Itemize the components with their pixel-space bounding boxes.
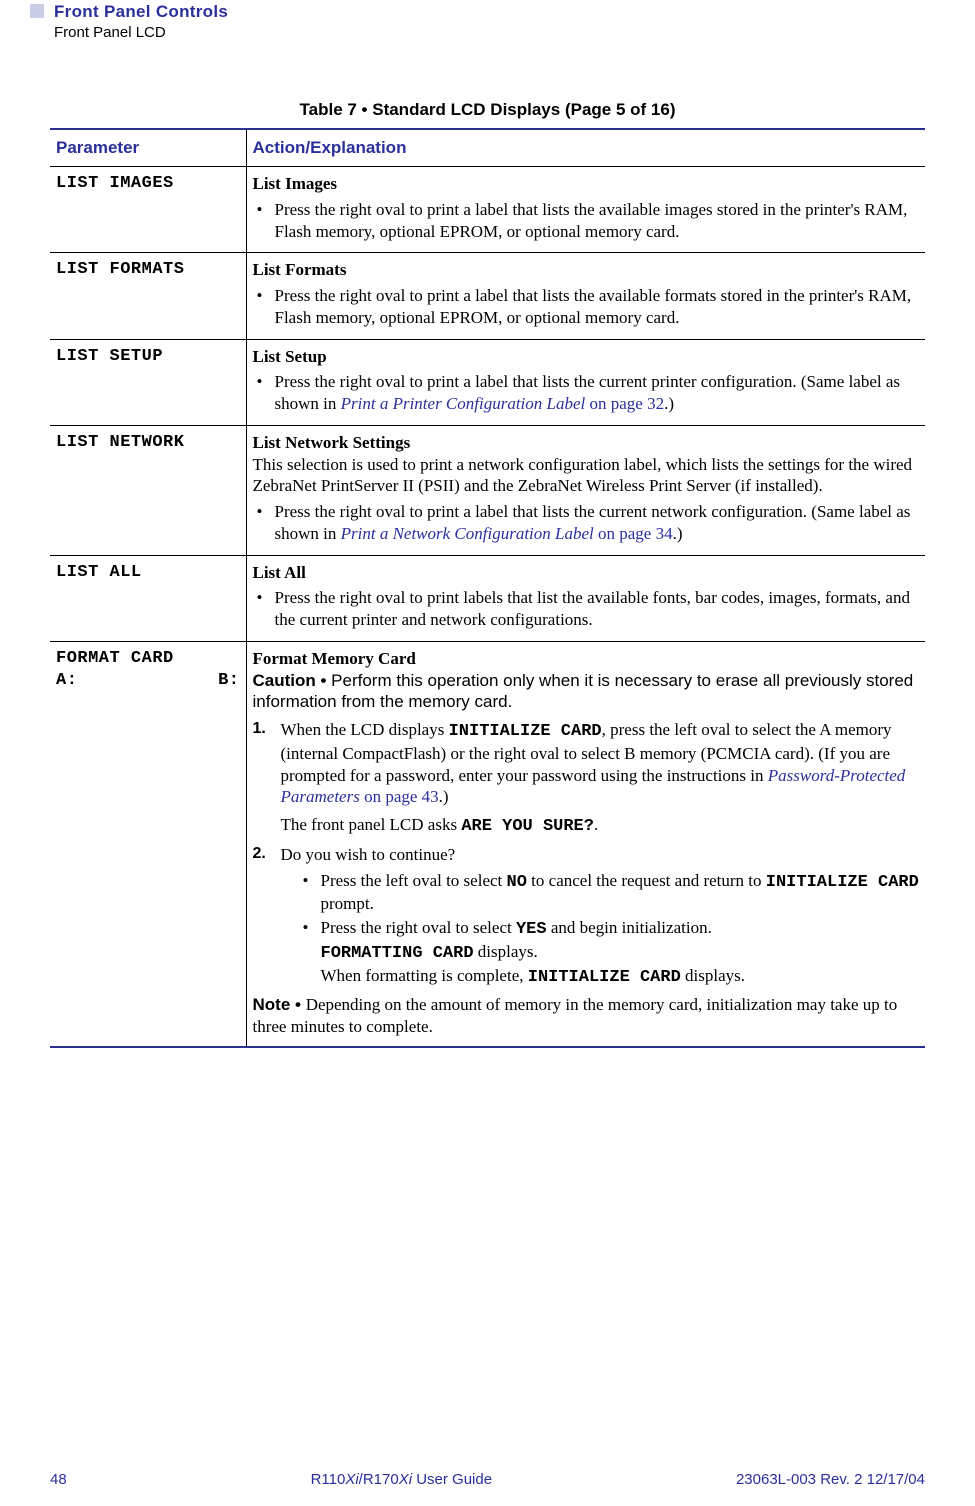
text-fragment: .) [664, 394, 674, 413]
text-fragment: to cancel the request and return to [527, 871, 766, 890]
header-accent-box [30, 4, 44, 18]
text-fragment: prompt. [321, 894, 374, 913]
page-header: Front Panel Controls Front Panel LCD [30, 0, 925, 42]
action-cell: List Setup Press the right oval to print… [246, 339, 925, 425]
param-a: A: [56, 670, 77, 692]
param-cell: LIST SETUP [50, 339, 246, 425]
action-cell: List All Press the right oval to print l… [246, 555, 925, 641]
cross-ref-link[interactable]: Print a Printer Configuration Label [341, 394, 586, 413]
table-caption: Table 7 • Standard LCD Displays (Page 5 … [50, 100, 925, 120]
numbered-list: 1. When the LCD displays INITIALIZE CARD… [253, 719, 920, 808]
bullet-item: Press the left oval to select NO to canc… [281, 870, 920, 916]
cross-ref-page[interactable]: on page 43 [360, 787, 439, 806]
table-row: LIST IMAGES List Images Press the right … [50, 167, 925, 253]
param-b: B: [218, 670, 239, 692]
text-italic: Xi [345, 1471, 358, 1488]
param-cell: LIST IMAGES [50, 167, 246, 253]
text-fragment: /R170 [359, 1471, 399, 1488]
lcd-text: INITIALIZE CARD [528, 968, 681, 987]
text-fragment: displays. [681, 966, 745, 985]
row-title: List Setup [253, 346, 920, 368]
param-cell: FORMAT CARD A: B: [50, 641, 246, 1047]
bullet-list: Press the right oval to print labels tha… [253, 587, 920, 631]
note-label: Note • [253, 995, 306, 1014]
lcd-text: ARE YOU SURE? [461, 817, 594, 836]
footer-center: R110Xi/R170Xi User Guide [67, 1471, 736, 1488]
list-step: 1. When the LCD displays INITIALIZE CARD… [253, 719, 920, 808]
row-title: List Network Settings [253, 432, 920, 454]
bullet-item: Press the right oval to select YES and b… [281, 917, 920, 988]
header-title: Front Panel Controls [54, 2, 228, 22]
param-cell: LIST NETWORK [50, 425, 246, 555]
bullet-item: Press the right oval to print a label th… [253, 371, 920, 415]
column-header-parameter: Parameter [50, 129, 246, 167]
param-line: FORMAT CARD [56, 648, 240, 670]
bullet-item: Press the right oval to print a label th… [253, 199, 920, 243]
lcd-text: YES [516, 920, 547, 939]
table-row: FORMAT CARD A: B: Format Memory Card Cau… [50, 641, 925, 1047]
step-number: 1. [253, 719, 266, 739]
table-row: LIST SETUP List Setup Press the right ov… [50, 339, 925, 425]
action-cell: Format Memory Card Caution • Perform thi… [246, 641, 925, 1047]
row-description: This selection is used to print a networ… [253, 454, 920, 498]
bullet-list: Press the left oval to select NO to canc… [281, 870, 920, 989]
bullet-list: Press the right oval to print a label th… [253, 501, 920, 545]
action-cell: List Network Settings This selection is … [246, 425, 925, 555]
text-fragment: and begin initialization. [547, 918, 712, 937]
cross-ref-link[interactable]: Print a Network Configuration Label [341, 524, 594, 543]
text-italic: Xi [399, 1471, 412, 1488]
lcd-text: INITIALIZE CARD [449, 722, 602, 741]
text-fragment: R110 [311, 1471, 346, 1488]
text-fragment: The front panel LCD asks [281, 815, 462, 834]
bullet-item: Press the right oval to print a label th… [253, 285, 920, 329]
text-fragment: When formatting is complete, [321, 966, 528, 985]
bullet-item: Press the right oval to print labels tha… [253, 587, 920, 631]
text-fragment: . [594, 815, 598, 834]
row-title: List All [253, 562, 920, 584]
param-cell: LIST FORMATS [50, 253, 246, 339]
text-fragment: .) [673, 524, 683, 543]
bullet-item: Press the right oval to print a label th… [253, 501, 920, 545]
footer-right: 23063L-003 Rev. 2 12/17/04 [736, 1471, 925, 1488]
bullet-list: Press the right oval to print a label th… [253, 285, 920, 329]
lcd-displays-table: Parameter Action/Explanation LIST IMAGES… [50, 128, 925, 1048]
action-cell: List Images Press the right oval to prin… [246, 167, 925, 253]
row-title: List Images [253, 173, 920, 195]
text-fragment: displays. [474, 942, 538, 961]
text-fragment: When the LCD displays [281, 720, 449, 739]
table-row: LIST FORMATS List Formats Press the righ… [50, 253, 925, 339]
action-cell: List Formats Press the right oval to pri… [246, 253, 925, 339]
caution-line: Caution • Perform this operation only wh… [253, 670, 920, 714]
lcd-text: NO [507, 873, 527, 892]
note-text: Depending on the amount of memory in the… [253, 995, 898, 1036]
text-fragment: User Guide [412, 1471, 492, 1488]
cross-ref-page[interactable]: on page 34 [594, 524, 673, 543]
lcd-text: FORMATTING CARD [321, 944, 474, 963]
lcd-text: INITIALIZE CARD [766, 873, 919, 892]
caution-label: Caution • [253, 671, 332, 690]
page-footer: 48 R110Xi/R170Xi User Guide 23063L-003 R… [0, 1471, 975, 1488]
text-fragment: Press the left oval to select [321, 871, 507, 890]
cross-ref-page[interactable]: on page 32 [585, 394, 664, 413]
note-line: Note • Depending on the amount of memory… [253, 994, 920, 1038]
row-title: Format Memory Card [253, 648, 920, 670]
bullet-list: Press the right oval to print a label th… [253, 371, 920, 415]
bullet-list: Press the right oval to print a label th… [253, 199, 920, 243]
step-followup: The front panel LCD asks ARE YOU SURE?. [253, 814, 920, 838]
text-fragment: Press the right oval to select [321, 918, 516, 937]
param-cell: LIST ALL [50, 555, 246, 641]
text-fragment: .) [439, 787, 449, 806]
footer-page-number: 48 [50, 1471, 67, 1488]
list-step: 2. Do you wish to continue? Press the le… [253, 844, 920, 989]
column-header-action: Action/Explanation [246, 129, 925, 167]
table-row: LIST ALL List All Press the right oval t… [50, 555, 925, 641]
text-fragment: Do you wish to continue? [281, 845, 456, 864]
step-number: 2. [253, 844, 266, 864]
header-subtitle: Front Panel LCD [54, 24, 228, 41]
caution-text: Perform this operation only when it is n… [253, 671, 914, 712]
table-row: LIST NETWORK List Network Settings This … [50, 425, 925, 555]
param-subline: A: B: [56, 670, 240, 692]
row-title: List Formats [253, 259, 920, 281]
numbered-list: 2. Do you wish to continue? Press the le… [253, 844, 920, 989]
